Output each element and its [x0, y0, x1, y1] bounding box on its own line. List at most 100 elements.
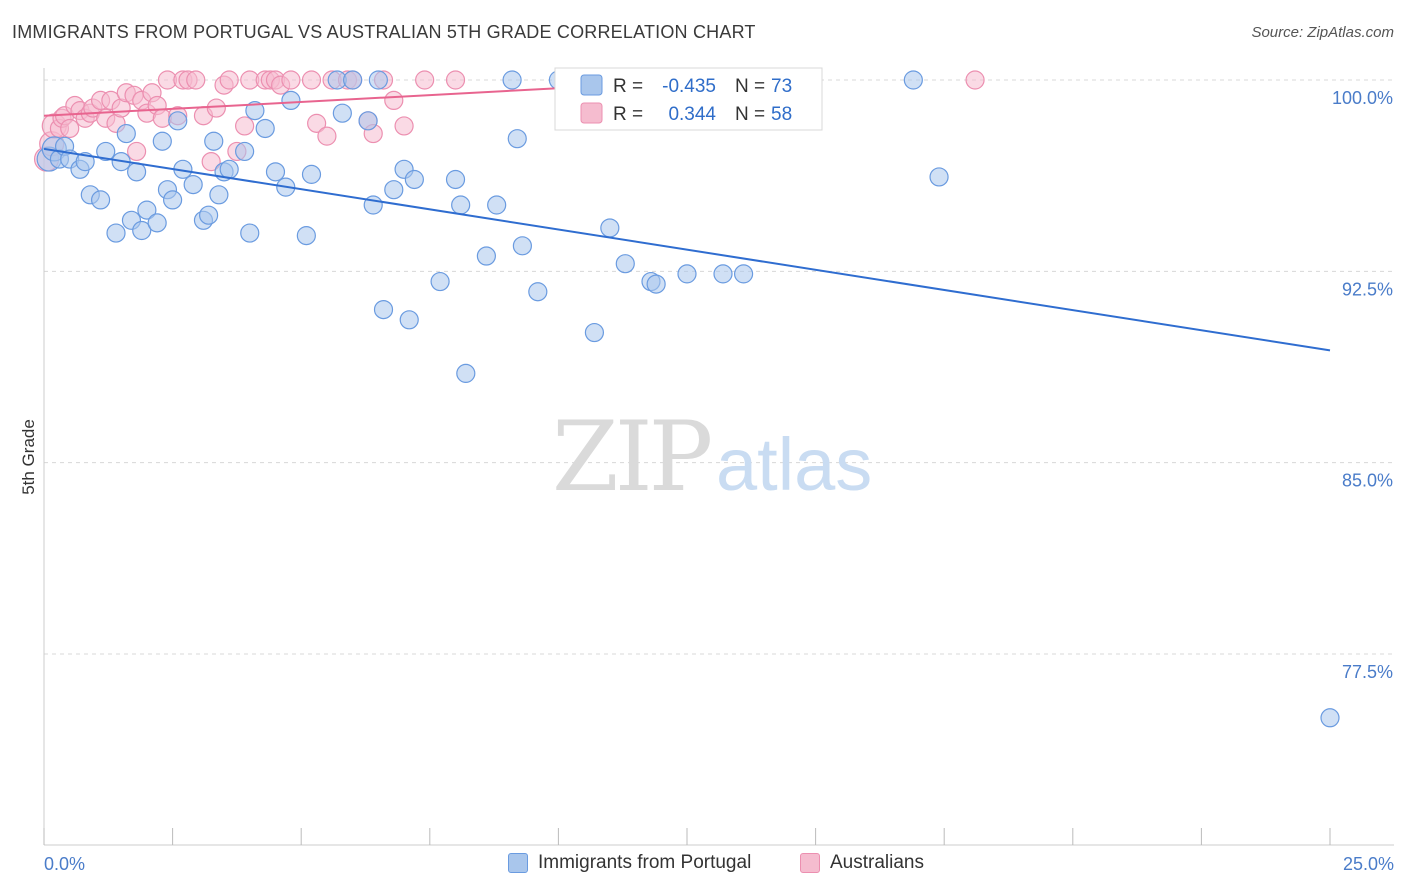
- australians-point: [60, 118, 80, 139]
- portugal-point: [152, 131, 172, 151]
- stats-legend-n-value-pink: 58: [771, 104, 792, 125]
- portugal-point: [116, 123, 136, 144]
- y-tick-label: 92.5%: [1342, 279, 1393, 299]
- australians-point: [201, 152, 221, 172]
- gridlines: [44, 79, 1394, 655]
- y-tick-label: 77.5%: [1342, 662, 1393, 682]
- portugal-point: [281, 90, 301, 111]
- portugal-point: [90, 190, 111, 210]
- portugal-point: [245, 101, 265, 121]
- portugal-point: [373, 300, 394, 320]
- portugal-point: [75, 152, 95, 172]
- portugal-point: [600, 218, 620, 238]
- australians-point: [394, 116, 414, 136]
- chart-title: IMMIGRANTS FROM PORTUGAL VS AUSTRALIAN 5…: [12, 22, 756, 42]
- portugal-point: [219, 159, 239, 179]
- australians-point: [301, 70, 322, 90]
- watermark-atlas: atlas: [716, 423, 872, 506]
- portugal-point: [199, 205, 219, 225]
- legend-label-portugal: Immigrants from Portugal: [538, 852, 752, 873]
- portugal-point: [404, 169, 424, 190]
- stats-legend-r-value-pink: 0.344: [668, 104, 716, 125]
- x-tick-label: 25.0%: [1343, 854, 1394, 874]
- legend-swatch-portugal: [508, 853, 528, 873]
- stats-legend-n-label-pink: N =: [735, 104, 765, 125]
- portugal-point: [733, 264, 754, 284]
- y-tick-label: 100.0%: [1332, 88, 1393, 108]
- portugal-point: [677, 264, 697, 284]
- australians-point: [235, 116, 255, 136]
- x-tick-labels: 0.0% 25.0%: [44, 854, 1394, 874]
- portugal-point: [106, 223, 126, 243]
- portugal-point: [343, 70, 363, 90]
- portugal-point: [646, 274, 666, 294]
- portugal-point: [903, 70, 923, 90]
- australians-point: [206, 98, 226, 118]
- portugal-point: [476, 246, 496, 266]
- australians-point: [219, 70, 239, 90]
- portugal-point: [502, 70, 522, 90]
- x-tick-marks: [43, 828, 1331, 845]
- portugal-point: [487, 195, 507, 215]
- watermark: ZIP atlas: [552, 401, 872, 513]
- portugal-point: [507, 129, 527, 149]
- stats-legend-r-label-pink: R =: [613, 104, 643, 125]
- portugal-point: [168, 111, 188, 131]
- portugal-point: [96, 141, 116, 162]
- portugal-point: [1320, 708, 1340, 728]
- portugal-point: [929, 167, 949, 187]
- australians-point: [317, 126, 337, 146]
- portugal-point: [512, 236, 532, 256]
- australians-point: [415, 70, 435, 90]
- portugal-point: [368, 70, 388, 90]
- portugal-points: [36, 70, 1340, 728]
- australians-point: [126, 141, 147, 162]
- portugal-point: [384, 180, 404, 200]
- portugal-point: [209, 185, 229, 205]
- axes: [43, 68, 1394, 846]
- portugal-point: [163, 190, 183, 210]
- portugal-point: [399, 310, 419, 330]
- portugal-point: [456, 363, 476, 383]
- portugal-point: [430, 271, 450, 292]
- portugal-point: [445, 169, 466, 190]
- portugal-point: [301, 164, 322, 184]
- portugal-point: [235, 141, 255, 162]
- portugal-point: [584, 322, 605, 343]
- australians-point: [384, 90, 404, 111]
- stats-legend-n-label-blue: N =: [735, 76, 765, 97]
- portugal-point: [451, 195, 471, 215]
- portugal-point: [615, 254, 635, 274]
- portugal-point: [147, 213, 167, 233]
- portugal-point: [126, 162, 147, 182]
- legend-item-portugal[interactable]: Immigrants from Portugal: [508, 852, 751, 874]
- y-axis-label: 5th Grade: [19, 419, 38, 495]
- australians-point: [281, 70, 301, 90]
- australians-point: [965, 70, 985, 90]
- y-tick-label: 85.0%: [1342, 471, 1393, 491]
- portugal-point: [255, 118, 275, 139]
- y-tick-labels: 77.5% 85.0% 92.5% 100.0%: [1332, 88, 1393, 682]
- source-credit: Source: ZipAtlas.com: [1251, 24, 1394, 41]
- legend-swatch-australians: [800, 853, 820, 873]
- portugal-point: [528, 282, 548, 302]
- watermark-zip: ZIP: [552, 401, 711, 513]
- portugal-point: [240, 223, 260, 243]
- portugal-trend-line: [43, 147, 1331, 352]
- legend-label-australians: Australians: [830, 852, 924, 873]
- stats-legend-blue-swatch: [580, 74, 603, 96]
- stats-legend-pink-swatch: [580, 102, 603, 124]
- stats-legend-n-value-blue: 73: [771, 76, 792, 97]
- x-tick-label: 0.0%: [44, 854, 85, 874]
- australians-point: [307, 113, 327, 133]
- portugal-point: [332, 103, 352, 123]
- portugal-point: [204, 131, 224, 151]
- legend-item-australians[interactable]: Australians: [800, 852, 924, 874]
- portugal-point: [137, 200, 157, 220]
- portugal-point: [265, 162, 286, 182]
- portugal-point: [183, 174, 203, 195]
- portugal-point: [132, 220, 152, 241]
- australians-point: [186, 70, 206, 90]
- stats-legend-r-value-blue: -0.435: [662, 76, 716, 97]
